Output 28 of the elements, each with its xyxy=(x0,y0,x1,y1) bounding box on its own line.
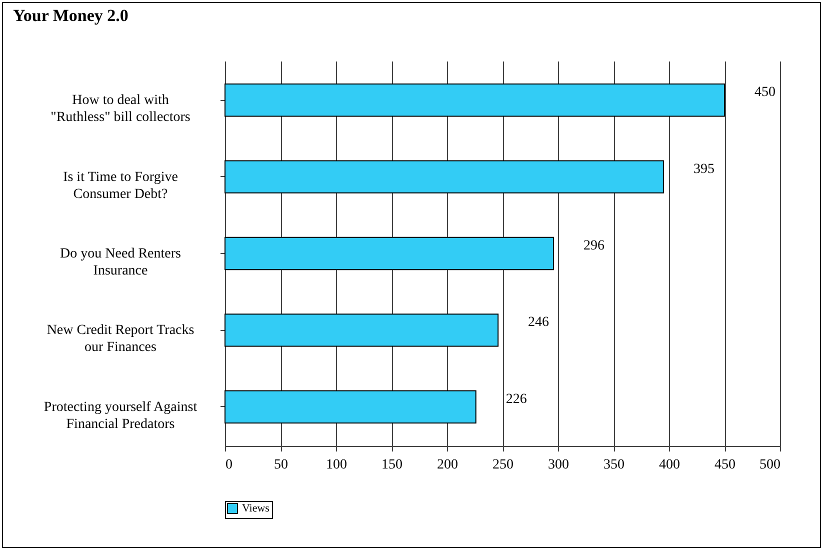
x-tick-label: 400 xyxy=(659,458,680,472)
y-tick-label: Do you Need Renters Insurance xyxy=(60,246,181,278)
data-label: 296 xyxy=(584,238,605,254)
bar xyxy=(224,314,499,347)
x-tick-label: 50 xyxy=(274,458,288,472)
bar xyxy=(224,236,554,270)
x-tick-label: 300 xyxy=(548,458,569,472)
data-label: 395 xyxy=(693,162,714,177)
y-tick-label: How to deal with "Ruthless" bill collectors xyxy=(50,93,190,126)
x-tick-label: 0 xyxy=(226,458,232,472)
legend-label: Views xyxy=(242,502,270,514)
x-tick-label: 150 xyxy=(382,458,402,472)
x-tick-label: 250 xyxy=(492,458,514,472)
text: Your Money 2.0 xyxy=(13,6,128,25)
x-tick-label: 350 xyxy=(604,458,624,472)
bar xyxy=(224,84,725,117)
data-label: 246 xyxy=(528,315,550,330)
x-tick-label: 100 xyxy=(326,458,347,472)
y-tick-label: New Credit Report Tracks our Finances xyxy=(46,323,194,356)
x-tick-label: 450 xyxy=(714,458,736,472)
bar xyxy=(224,160,664,194)
y-tick-label: Protecting yourself Against Financial Predators xyxy=(44,400,198,432)
data-label: 450 xyxy=(754,85,776,100)
y-tick-label: Is it Time to Forgive Consumer Debt? xyxy=(63,170,178,202)
bar xyxy=(224,390,476,424)
data-label: 226 xyxy=(506,392,527,407)
x-tick-label: 200 xyxy=(437,458,458,472)
x-tick-label: 500 xyxy=(760,458,780,472)
